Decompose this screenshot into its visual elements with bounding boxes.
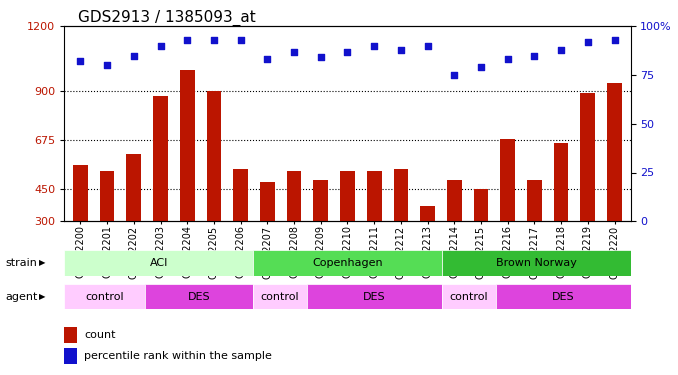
Point	[128, 53, 139, 58]
Point	[529, 53, 540, 58]
Bar	[313, 180, 328, 221]
Text: control: control	[450, 292, 488, 302]
Text: Brown Norway: Brown Norway	[496, 258, 576, 268]
Bar	[607, 82, 622, 221]
Point	[289, 49, 300, 55]
Point	[422, 43, 433, 49]
Bar	[233, 169, 248, 221]
Bar	[447, 180, 462, 221]
Point	[75, 58, 86, 64]
Point	[369, 43, 380, 49]
Point	[502, 56, 513, 62]
Bar	[100, 171, 115, 221]
Text: DES: DES	[363, 292, 386, 302]
Text: control: control	[85, 292, 124, 302]
Bar	[307, 284, 442, 309]
Text: ▶: ▶	[39, 292, 46, 301]
Point	[395, 46, 406, 53]
Text: strain: strain	[5, 258, 37, 268]
Text: percentile rank within the sample: percentile rank within the sample	[84, 351, 272, 361]
Point	[342, 49, 353, 55]
Bar	[496, 284, 631, 309]
Point	[315, 54, 326, 60]
Point	[475, 64, 486, 70]
Bar	[64, 348, 77, 364]
Bar	[420, 206, 435, 221]
Bar	[73, 165, 87, 221]
Point	[209, 37, 220, 43]
Text: control: control	[261, 292, 300, 302]
Text: ▶: ▶	[39, 258, 46, 267]
Bar	[253, 284, 307, 309]
Bar	[367, 171, 382, 221]
Bar	[260, 182, 275, 221]
Bar	[207, 91, 221, 221]
Bar	[153, 96, 168, 221]
Bar	[64, 250, 253, 276]
Bar	[253, 250, 442, 276]
Text: Copenhagen: Copenhagen	[312, 258, 383, 268]
Bar	[145, 284, 253, 309]
Point	[182, 37, 193, 43]
Bar	[554, 143, 568, 221]
Text: agent: agent	[5, 292, 38, 302]
Text: DES: DES	[188, 292, 210, 302]
Text: DES: DES	[552, 292, 574, 302]
Text: ACI: ACI	[150, 258, 168, 268]
Point	[155, 43, 166, 49]
Bar	[442, 250, 631, 276]
Point	[449, 72, 460, 78]
Text: GDS2913 / 1385093_at: GDS2913 / 1385093_at	[78, 9, 256, 26]
Point	[102, 62, 113, 68]
Bar	[442, 284, 496, 309]
Bar	[180, 70, 195, 221]
Bar	[527, 180, 542, 221]
Point	[556, 46, 567, 53]
Bar	[474, 189, 488, 221]
Bar	[580, 93, 595, 221]
Bar	[127, 154, 141, 221]
Bar	[287, 171, 302, 221]
Bar	[64, 327, 77, 343]
Bar	[64, 284, 145, 309]
Text: count: count	[84, 330, 116, 340]
Point	[582, 39, 593, 45]
Point	[262, 56, 273, 62]
Bar	[500, 139, 515, 221]
Bar	[340, 171, 355, 221]
Point	[235, 37, 246, 43]
Bar	[393, 169, 408, 221]
Point	[609, 37, 620, 43]
